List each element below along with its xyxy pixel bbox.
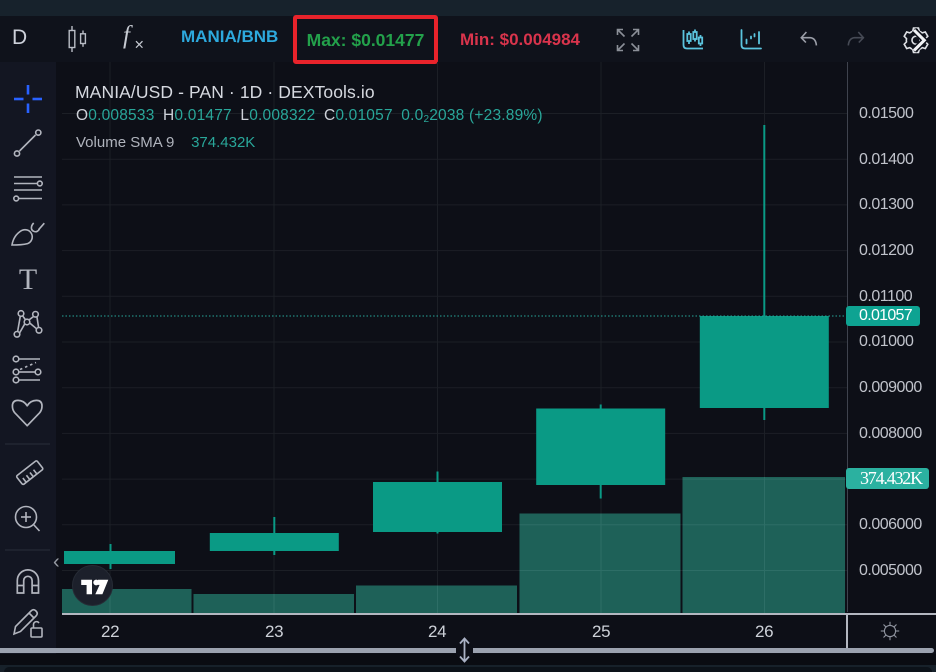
svg-text:T: T — [19, 263, 37, 296]
